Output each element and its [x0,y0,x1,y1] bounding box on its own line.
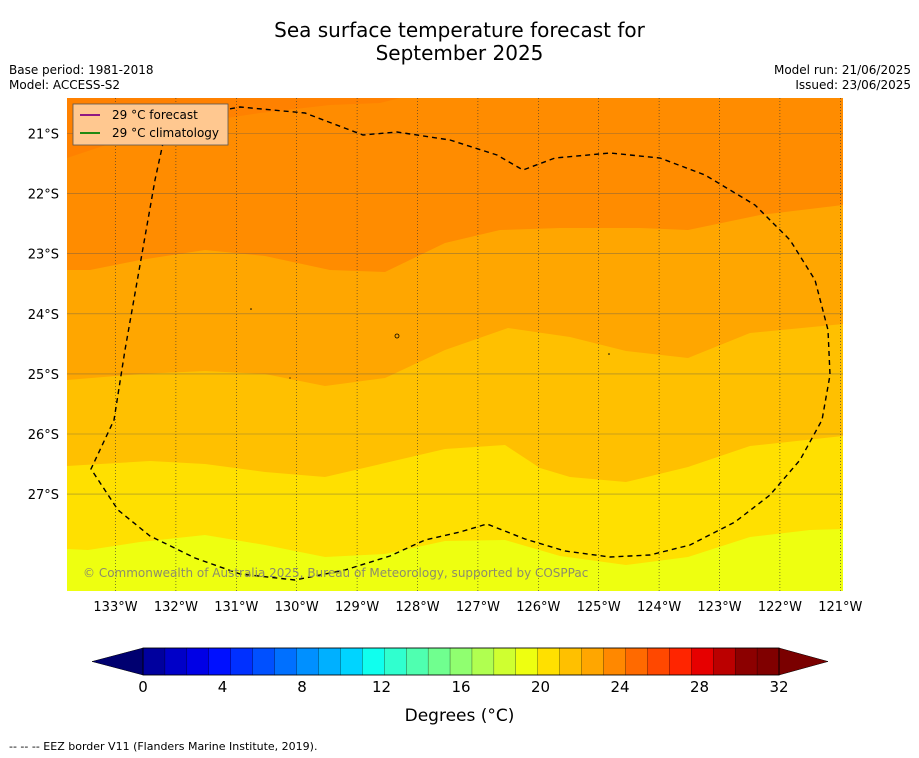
graticule [67,98,843,591]
longitude-labels: 133°W 132°W 131°W 130°W 129°W 128°W 127°W 126°W… [93,600,862,615]
colorbar-label: Degrees (°C) [404,706,515,726]
colorbar-segment [142,647,166,676]
longitude-label: 132°W [154,600,198,615]
island-markers [250,308,610,379]
colorbar-segment [164,647,188,676]
colorbar-segment [427,647,451,676]
legend-forecast-label: 29 °C forecast [112,108,198,122]
latitude-label: 22°S [28,188,59,203]
legend-climatology-label: 29 °C climatology [112,126,219,140]
chart-title: Sea surface temperature forecast for Sep… [0,19,919,65]
latitude-label: 26°S [28,428,59,443]
latitude-label: 23°S [28,248,59,263]
latitude-label: 27°S [28,488,59,503]
colorbar-segment [537,647,561,676]
colorbar-segment [471,647,495,676]
copyright-text: © Commonwealth of Australia 2025, Bureau… [83,566,588,580]
sst-fill-layer [67,98,843,591]
meta-right: Model run: 21/06/2025 Issued: 23/06/2025 [774,63,911,93]
colorbar-segment [340,647,363,676]
colorbar-segment [647,647,670,676]
colorbar-tick-label: 20 [531,678,550,696]
longitude-label: 123°W [697,600,741,615]
colorbar-tick-label: 0 [138,678,148,696]
colorbar-tick-label: 28 [690,678,709,696]
colorbar-segment [756,647,780,676]
colorbar-segment [318,647,342,676]
colorbar-tick-label: 12 [372,678,391,696]
colorbar-segment [296,647,320,676]
longitude-label: 124°W [637,600,681,615]
meta-left: Base period: 1981-2018 Model: ACCESS-S2 [9,63,154,93]
sst-map: © Commonwealth of Australia 2025, Bureau… [28,98,863,696]
colorbar-segment [625,647,649,676]
colorbar-segment [581,647,605,676]
model-run: Model run: 21/06/2025 [773,63,911,77]
colorbar [91,647,829,676]
longitude-label: 128°W [395,600,439,615]
title-line-1: Sea surface temperature forecast for [274,18,645,42]
colorbar-over-arrow [778,647,829,676]
colorbar-segment [734,647,758,676]
colorbar-segment [186,647,210,676]
issued-date: Issued: 23/06/2025 [795,78,911,92]
model-name: Model: ACCESS-S2 [9,78,121,92]
longitude-label: 133°W [93,600,137,615]
map-legend: 29 °C forecast 29 °C climatology [72,103,229,146]
colorbar-segment [252,647,276,676]
longitude-label: 122°W [758,600,802,615]
colorbar-segment [406,647,429,676]
eez-border [90,106,831,581]
latitude-label: 21°S [28,128,59,143]
colorbar-segment [669,647,692,676]
longitude-label: 127°W [456,600,500,615]
colorbar-segment [691,647,714,676]
eez-footer-note: -- -- -- EEZ border V11 (Flanders Marine… [9,740,318,753]
colorbar-segment [362,647,385,676]
longitude-label: 131°W [214,600,258,615]
colorbar-segment [230,647,254,676]
title-line-2: September 2025 [375,41,544,65]
longitude-label: 125°W [577,600,621,615]
colorbar-tick-label: 32 [769,678,788,696]
colorbar-tick-labels: 0 4 8 12 16 20 24 28 32 [138,678,788,696]
sst-band-5 [67,529,843,591]
colorbar-tick-label: 16 [451,678,470,696]
longitude-label: 121°W [818,600,862,615]
colorbar-segment [559,647,583,676]
colorbar-tick-label: 24 [610,678,629,696]
colorbar-segment [713,647,736,676]
latitude-label: 25°S [28,368,59,383]
colorbar-tick-label: 4 [218,678,228,696]
latitude-labels: 21°S 22°S 23°S 24°S 25°S 26°S 27°S [28,128,59,504]
latitude-label: 24°S [28,308,59,323]
longitude-label: 130°W [275,600,319,615]
longitude-label: 126°W [516,600,560,615]
base-period: Base period: 1981-2018 [9,63,154,77]
colorbar-segment [208,647,232,676]
colorbar-segment [274,647,298,676]
colorbar-tick-label: 8 [297,678,307,696]
colorbar-segment [384,647,407,676]
colorbar-segment [515,647,539,676]
colorbar-segment [493,647,517,676]
colorbar-under-arrow [91,647,144,676]
colorbar-segment [603,647,627,676]
colorbar-segment [449,647,473,676]
longitude-label: 129°W [335,600,379,615]
